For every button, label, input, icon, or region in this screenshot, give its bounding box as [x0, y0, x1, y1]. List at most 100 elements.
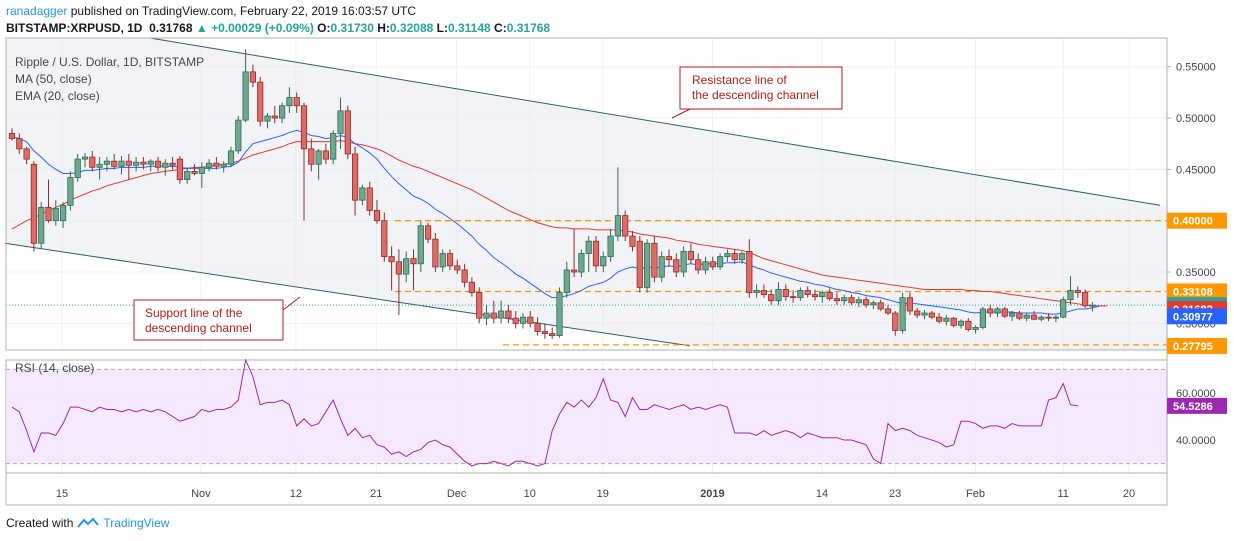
- candle-body: [213, 162, 220, 167]
- price-label-bg: [1167, 308, 1227, 325]
- candle-body: [337, 110, 344, 134]
- candle: [388, 246, 395, 291]
- candle-body: [1016, 312, 1023, 319]
- candle-body: [1074, 290, 1081, 293]
- candle: [242, 49, 249, 123]
- candle-body: [717, 256, 724, 268]
- candle-body: [863, 299, 870, 306]
- candle: [957, 319, 965, 329]
- candle-body: [454, 265, 461, 271]
- candle-body: [1023, 314, 1030, 319]
- candle: [184, 167, 191, 184]
- x-tick-label: 19: [597, 488, 609, 500]
- candle: [1082, 289, 1089, 308]
- candle: [60, 202, 67, 228]
- candle-body: [811, 294, 819, 298]
- candle: [191, 164, 198, 176]
- candle-body: [330, 133, 337, 160]
- high-label: H:: [377, 21, 390, 35]
- candle-body: [132, 161, 140, 166]
- candle-body: [519, 316, 527, 324]
- candle: [768, 289, 775, 305]
- y-tick-label: 0.50000: [1176, 113, 1216, 125]
- candle-body: [271, 115, 278, 119]
- candle-body: [512, 317, 519, 324]
- price-label: 0.27795: [1167, 337, 1227, 354]
- candle: [841, 294, 848, 305]
- candle-body: [987, 308, 994, 314]
- candle: [738, 251, 746, 264]
- candle-body: [658, 256, 665, 278]
- candle-body: [286, 97, 293, 107]
- x-tick-label: 12: [290, 488, 302, 500]
- candle-body: [220, 163, 227, 167]
- candle: [111, 153, 118, 170]
- candle: [395, 249, 403, 316]
- channel-fill: [6, 38, 1167, 350]
- candle-body: [8, 133, 16, 139]
- candle: [979, 306, 987, 330]
- candle-body: [16, 138, 23, 150]
- candle-body: [308, 148, 315, 165]
- price-label-bg: [1167, 337, 1227, 354]
- candle: [1038, 315, 1045, 322]
- publish-info: ranadagger published on TradingView.com,…: [6, 4, 416, 18]
- support-annotation: Support line of the descending channel: [133, 296, 301, 341]
- candle: [936, 313, 943, 324]
- candle-body: [644, 242, 651, 288]
- candle: [709, 256, 716, 270]
- candle: [928, 311, 935, 320]
- candle-body: [191, 171, 198, 174]
- y-tick-label: 0.35000: [1176, 267, 1216, 279]
- candle: [417, 220, 424, 272]
- resistance-note-line2: the descending channel: [692, 88, 819, 102]
- candle: [556, 287, 563, 338]
- candle: [760, 284, 768, 298]
- candle: [600, 251, 607, 272]
- candle: [1060, 296, 1067, 319]
- candle: [578, 249, 585, 278]
- candle: [89, 150, 96, 172]
- price-label-bg: [1167, 212, 1227, 229]
- candle: [863, 296, 870, 308]
- candle: [1016, 311, 1023, 321]
- candle-body: [344, 110, 351, 155]
- candle-body: [928, 312, 935, 318]
- candle-body: [534, 322, 541, 332]
- candle: [308, 138, 315, 172]
- candle-body: [782, 289, 789, 298]
- candle-body: [979, 308, 987, 328]
- price-labels: 0.400000.331080.317680.316820.309770.277…: [1167, 212, 1227, 354]
- last-price: 0.31768: [149, 21, 193, 35]
- chart-title: Ripple / U.S. Dollar, 1D, BITSTAMP: [15, 55, 205, 69]
- candle-body: [753, 290, 760, 293]
- candle: [673, 253, 680, 278]
- publisher-name[interactable]: ranadagger: [6, 4, 68, 18]
- candle-body: [804, 290, 811, 295]
- candle-body: [278, 105, 286, 119]
- candle: [74, 153, 81, 182]
- candle: [833, 292, 841, 305]
- symbol-info: BITSTAMP:XRPUSD, 1D 0.31768 ▲ +0.00029 (…: [6, 21, 550, 35]
- tradingview-brand[interactable]: TradingView: [103, 516, 170, 530]
- candle: [96, 157, 103, 180]
- candle-body: [549, 333, 556, 337]
- candle: [541, 323, 549, 339]
- candle: [855, 296, 862, 307]
- ema-legend: EMA (20, close): [15, 89, 100, 103]
- price-label-text: 0.33108: [1173, 286, 1213, 298]
- candle-body: [490, 312, 497, 319]
- candle: [512, 311, 519, 329]
- rsi-tick-label: 60.0000: [1176, 388, 1216, 400]
- x-tick-label: 23: [889, 488, 901, 500]
- candle-body: [1030, 314, 1038, 320]
- candle: [446, 249, 454, 270]
- candle: [906, 292, 914, 316]
- candle: [381, 212, 388, 262]
- candle-body: [140, 161, 147, 165]
- candle-body: [731, 253, 738, 261]
- candle: [746, 239, 753, 298]
- candle: [687, 243, 695, 264]
- candle-body: [527, 316, 534, 324]
